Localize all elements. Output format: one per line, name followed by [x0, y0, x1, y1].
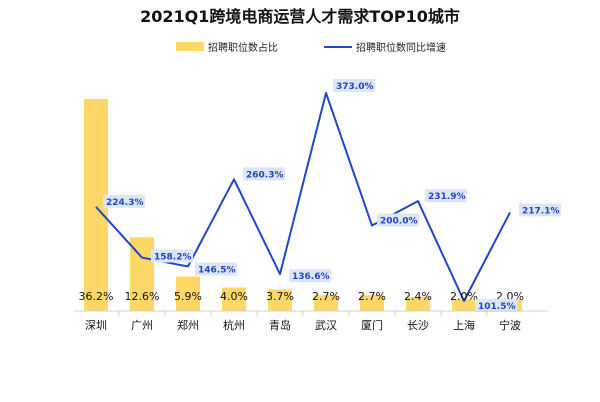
- line-label-box-8: [475, 299, 517, 312]
- line-label-0: 224.3%: [106, 198, 144, 208]
- bar-label-2: 5.9%: [174, 290, 202, 303]
- legend-bar-swatch: [176, 42, 204, 51]
- bar-5: [314, 295, 338, 311]
- x-label-0: 深圳: [85, 319, 107, 332]
- chart-title: 2021Q1跨境电商运营人才需求TOP10城市: [140, 7, 460, 26]
- bar-label-0: 36.2%: [79, 290, 114, 303]
- bar-label-1: 12.6%: [125, 290, 160, 303]
- line-data-labels: 224.3% 158.2% 146.5% 260.3% 136.6% 373.0% 200.…: [103, 79, 561, 312]
- line-label-7: 231.9%: [428, 192, 466, 202]
- bar-label-5: 2.7%: [312, 290, 340, 303]
- line-label-1: 158.2%: [154, 253, 192, 263]
- bar-7: [406, 296, 430, 311]
- bar-label-7: 2.4%: [404, 290, 432, 303]
- line-label-6: 200.0%: [380, 217, 418, 227]
- x-label-6: 厦门: [361, 318, 383, 332]
- line-label-box-5: [333, 79, 375, 92]
- bar-4: [268, 289, 292, 311]
- x-label-2: 郑州: [177, 318, 199, 332]
- x-label-9: 宁波: [499, 318, 521, 332]
- x-axis-labels: 深圳 广州 郑州 杭州 青岛 武汉 厦门 长沙 上海 宁波: [85, 318, 521, 332]
- bar-label-8: 2.0%: [450, 290, 478, 303]
- line-label-8: 101.5%: [478, 302, 516, 312]
- x-axis-ticks: [118, 311, 488, 316]
- bar-label-4: 3.7%: [266, 290, 294, 303]
- line-label-box-4: [289, 269, 331, 283]
- legend-line-label: 招聘职位数同比增速: [356, 41, 446, 54]
- line-label-box-9: [519, 203, 561, 217]
- x-label-7: 长沙: [407, 319, 429, 332]
- line-label-3: 260.3%: [246, 170, 284, 180]
- line-label-box-0: [103, 194, 145, 208]
- bar-6: [360, 295, 384, 311]
- line-label-9: 217.1%: [522, 206, 560, 216]
- line-label-2: 146.5%: [198, 266, 236, 276]
- x-label-3: 杭州: [223, 318, 245, 332]
- line-label-box-6: [377, 213, 419, 227]
- line-label-5: 373.0%: [336, 82, 374, 92]
- bar-label-3: 4.0%: [220, 290, 248, 303]
- bar-data-labels: 36.2% 12.6% 5.9% 4.0% 3.7% 2.7% 2.7% 2.4% 2.0% 2.…: [79, 290, 524, 303]
- bar-8: [452, 299, 476, 311]
- line-label-box-2: [195, 262, 237, 276]
- bar-2: [176, 276, 200, 311]
- line-label-box-7: [425, 189, 467, 203]
- legend: 招聘职位数占比 招聘职位数同比增速: [176, 41, 446, 54]
- legend-bar-label: 招聘职位数占比: [208, 41, 278, 54]
- x-label-4: 青岛: [269, 318, 291, 332]
- bar-series: [84, 99, 522, 311]
- x-label-5: 武汉: [315, 319, 337, 332]
- bar-3: [222, 287, 246, 311]
- x-label-8: 上海: [453, 318, 475, 332]
- line-label-box-3: [243, 167, 285, 181]
- line-label-box-1: [151, 249, 193, 263]
- line-label-4: 136.6%: [292, 272, 330, 282]
- x-label-1: 广州: [131, 319, 153, 332]
- bar-label-6: 2.7%: [358, 290, 386, 303]
